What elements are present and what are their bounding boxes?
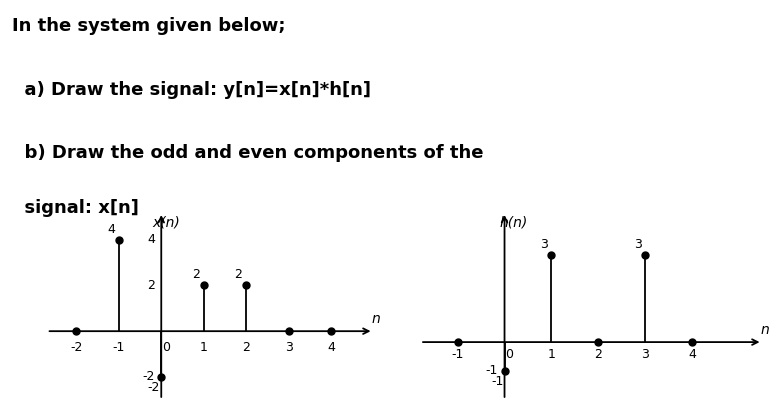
Text: 4: 4	[107, 222, 115, 235]
Text: -1: -1	[491, 375, 503, 388]
Text: -1: -1	[451, 348, 464, 361]
Text: 4: 4	[327, 341, 335, 354]
Text: In the system given below;: In the system given below;	[12, 17, 286, 35]
Text: 3: 3	[641, 348, 649, 361]
Text: 3: 3	[285, 341, 293, 354]
Text: 0: 0	[505, 348, 513, 361]
Text: 4: 4	[147, 233, 155, 246]
Text: -2: -2	[148, 381, 159, 394]
Text: n: n	[371, 312, 380, 326]
Text: 2: 2	[147, 279, 155, 292]
Text: 2: 2	[594, 348, 602, 361]
Text: 4: 4	[689, 348, 696, 361]
Text: -1: -1	[485, 364, 497, 377]
Text: -2: -2	[142, 370, 155, 384]
Text: 1: 1	[200, 341, 208, 354]
Text: 0: 0	[163, 341, 170, 354]
Text: 2: 2	[192, 268, 200, 281]
Text: -1: -1	[113, 341, 125, 354]
Text: -2: -2	[70, 341, 82, 354]
Text: 3: 3	[541, 238, 548, 251]
Text: 3: 3	[634, 238, 642, 251]
Text: 2: 2	[234, 268, 243, 281]
Text: x(n): x(n)	[152, 215, 180, 230]
Text: n: n	[760, 323, 769, 337]
Text: a) Draw the signal: y[n]=x[n]*h[n]: a) Draw the signal: y[n]=x[n]*h[n]	[12, 81, 370, 99]
Text: 2: 2	[242, 341, 250, 354]
Text: h(n): h(n)	[499, 215, 528, 229]
Text: b) Draw the odd and even components of the: b) Draw the odd and even components of t…	[12, 144, 483, 162]
Text: signal: x[n]: signal: x[n]	[12, 200, 138, 217]
Text: 1: 1	[548, 348, 555, 361]
